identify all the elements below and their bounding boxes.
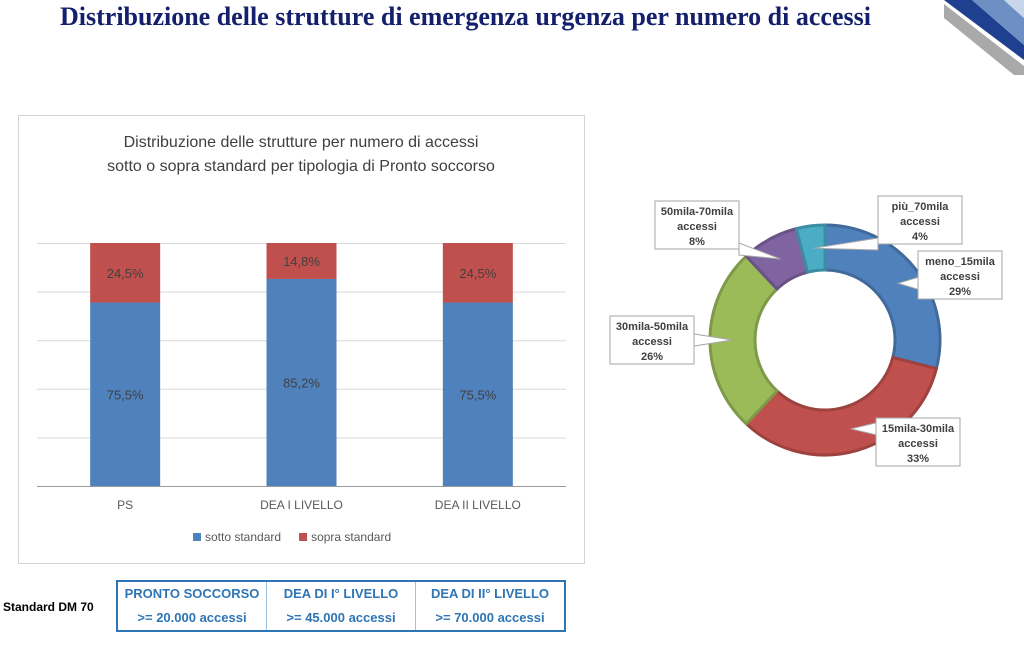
bar-sotto-standard-ps — [90, 302, 161, 486]
slice-label: 29% — [949, 286, 971, 298]
slice-label: accessi — [632, 336, 672, 348]
stacked-bar-chart: Distribuzione delle strutture per numero… — [18, 115, 585, 564]
standard-name-dea2: DEA DI II° LIVELLO — [415, 581, 565, 606]
slice-label: 4% — [912, 231, 928, 243]
donut-svg: meno_15milaaccessi29%15mila-30milaaccess… — [609, 195, 1003, 467]
corner-decoration — [944, 0, 1024, 75]
legend-label-sopra-standard: sopra standard — [311, 530, 391, 544]
x-tick-label: DEA I LIVELLO — [260, 498, 343, 512]
slice-label: accessi — [900, 216, 940, 228]
slice-label: meno_15mila — [925, 256, 996, 268]
slice-label: 15mila-30mila — [882, 423, 955, 435]
standard-name-dea1: DEA DI I° LIVELLO — [266, 581, 416, 606]
legend-label-sotto-standard: sotto standard — [205, 530, 281, 544]
standard-value-dea1: >= 45.000 accessi — [266, 606, 416, 631]
chart-title-line: Distribuzione delle strutture per numero… — [124, 134, 479, 151]
slice-label: 50mila-70mila — [661, 206, 734, 218]
bar-sotto-standard-dea-i-livello — [266, 278, 337, 486]
data-label: 24,5% — [107, 266, 144, 281]
slice-label: 26% — [641, 351, 663, 363]
slice-label: accessi — [677, 221, 717, 233]
callout-box — [609, 315, 695, 365]
callout-box — [654, 200, 740, 250]
bar-sopra-standard-ps — [90, 243, 161, 303]
legend-swatch-sotto-standard — [193, 533, 201, 541]
standard-value-dea2: >= 70.000 accessi — [415, 606, 565, 631]
standard-label: Standard DM 70 — [3, 600, 94, 614]
slice-pi-70mila-accessi — [794, 223, 827, 274]
slice-label: 30mila-50mila — [616, 321, 689, 333]
slice-30mila-50mila-accessi — [708, 254, 779, 426]
data-label: 24,5% — [459, 266, 496, 281]
page-title: Distribuzione delle strutture di emergen… — [60, 2, 871, 31]
callout-box — [877, 195, 963, 245]
standards-value-row: >= 20.000 accessi >= 45.000 accessi >= 7… — [117, 606, 565, 631]
bar-sopra-standard-dea-ii-livello — [442, 243, 513, 303]
chart-title-line: sotto o sopra standard per tipologia di … — [107, 158, 495, 175]
slice-label: 8% — [689, 236, 705, 248]
callout-box — [875, 417, 961, 467]
standard-value-ps: >= 20.000 accessi — [137, 610, 247, 625]
slice-label: accessi — [940, 271, 980, 283]
bar-sotto-standard-dea-ii-livello — [442, 302, 513, 486]
slice-label: più_70mila — [892, 201, 950, 213]
stacked-bar-svg: Distribuzione delle strutture per numero… — [37, 134, 566, 544]
standards-header-row: PRONTO SOCCORSO DEA DI I° LIVELLO DEA DI… — [117, 581, 565, 606]
bar-sopra-standard-dea-i-livello — [266, 243, 337, 279]
donut-chart: meno_15mila accessi 29% 15mila-30mila access… — [600, 180, 1024, 480]
data-label: 85,2% — [283, 375, 320, 390]
data-label: 75,5% — [459, 387, 496, 402]
slice-label: 33% — [907, 453, 929, 465]
legend-swatch-sopra-standard — [299, 533, 308, 541]
data-label: 75,5% — [107, 387, 144, 402]
x-tick-label: PS — [117, 498, 133, 512]
standard-name-ps: PRONTO SOCCORSO — [124, 586, 260, 601]
slice-label: accessi — [898, 438, 938, 450]
data-label: 14,8% — [283, 254, 320, 269]
standards-table: PRONTO SOCCORSO DEA DI I° LIVELLO DEA DI… — [116, 580, 566, 632]
callout-box — [917, 250, 1003, 300]
x-tick-label: DEA II LIVELLO — [435, 498, 521, 512]
